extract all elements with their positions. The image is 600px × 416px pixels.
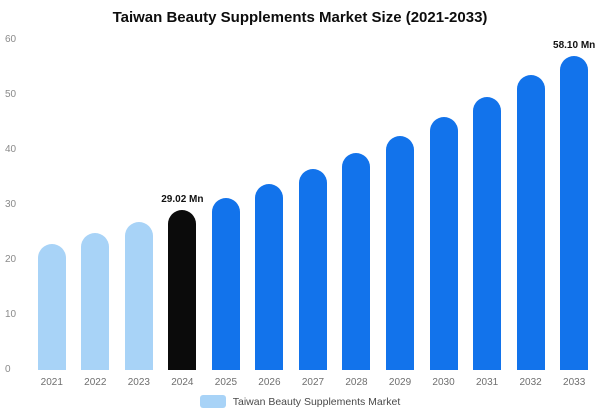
bar-2021[interactable] xyxy=(37,243,66,370)
bar-column-2027: 2027 xyxy=(291,40,335,388)
y-tick-0: 0 xyxy=(5,364,11,375)
x-axis-label-2030: 2030 xyxy=(432,377,455,388)
x-axis-label-2021: 2021 xyxy=(40,377,63,388)
x-axis-label-2023: 2023 xyxy=(127,377,150,388)
x-axis-label-2028: 2028 xyxy=(345,377,368,388)
bar-2022[interactable] xyxy=(81,233,110,370)
x-axis-label-2025: 2025 xyxy=(214,377,238,388)
legend-swatch xyxy=(199,395,226,408)
bar-column-2026: 2026 xyxy=(248,40,292,388)
y-tick-40: 40 xyxy=(5,144,17,156)
y-tick-50: 50 xyxy=(5,89,17,100)
bar-2024[interactable] xyxy=(168,210,197,370)
legend[interactable]: Taiwan Beauty Supplements Market xyxy=(0,395,600,408)
y-tick-10: 10 xyxy=(5,309,17,321)
bar-2033[interactable] xyxy=(560,56,589,370)
bar-value-label-2024: 29.02 Mn xyxy=(161,194,204,206)
x-axis-label-2029: 2029 xyxy=(388,377,412,388)
x-axis-label-2022: 2022 xyxy=(84,377,107,388)
bar-column-2021: 2021 xyxy=(30,40,74,388)
bar-2032[interactable] xyxy=(516,74,545,370)
x-axis-label-2027: 2027 xyxy=(301,377,325,388)
bar-2026[interactable] xyxy=(255,184,284,370)
x-axis-label-2031: 2031 xyxy=(475,377,499,388)
y-tick-60: 60 xyxy=(5,34,17,45)
bar-column-2029: 2029 xyxy=(378,40,422,388)
bar-column-2032: 2032 xyxy=(509,40,553,388)
bar-column-2025: 2025 xyxy=(204,40,248,388)
bar-column-2030: 2030 xyxy=(422,40,466,388)
y-axis: 0 10 20 30 40 50 60 xyxy=(0,34,26,375)
x-axis-label-2033: 2033 xyxy=(563,377,586,388)
bar-2031[interactable] xyxy=(473,96,502,370)
bar-value-label-2033: 58.10 Mn xyxy=(553,40,596,51)
x-axis-label-2026: 2026 xyxy=(258,377,281,388)
bar-column-2024: 29.02 Mn 2024 xyxy=(161,40,205,388)
bar-column-2033: 58.10 Mn 2033 xyxy=(552,40,596,388)
y-tick-20: 20 xyxy=(5,254,17,266)
bar-2029[interactable] xyxy=(386,135,415,370)
bar-column-2023: 2023 xyxy=(117,40,161,388)
bar-column-2031: 2031 xyxy=(465,40,509,388)
bar-2023[interactable] xyxy=(124,222,153,370)
bar-2028[interactable] xyxy=(342,153,371,370)
legend-label: Taiwan Beauty Supplements Market xyxy=(232,395,401,408)
bar-2027[interactable] xyxy=(298,169,327,370)
bar-2030[interactable] xyxy=(429,117,458,370)
bar-column-2028: 2028 xyxy=(335,40,379,388)
y-tick-30: 30 xyxy=(5,199,17,210)
bar-2025[interactable] xyxy=(211,197,240,370)
x-axis-label-2024: 2024 xyxy=(171,377,194,388)
x-axis-label-2032: 2032 xyxy=(519,377,542,388)
bar-column-2022: 2022 xyxy=(74,40,118,388)
chart-title: Taiwan Beauty Supplements Market Size (2… xyxy=(112,9,488,26)
bars-row: 2021 2022 2023 29.02 Mn 2024 2025 2026 2027 2028… xyxy=(30,40,596,388)
